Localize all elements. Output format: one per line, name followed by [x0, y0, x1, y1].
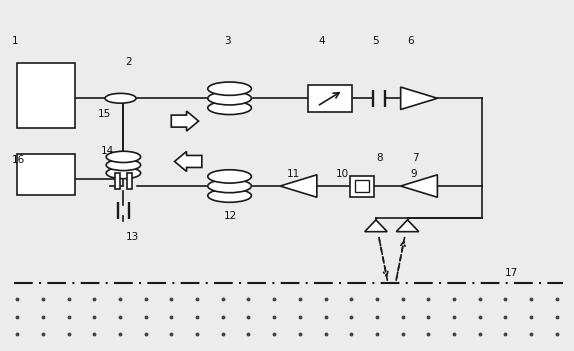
- Bar: [127, 173, 132, 189]
- Text: 14: 14: [100, 146, 114, 156]
- Ellipse shape: [208, 189, 251, 202]
- Ellipse shape: [106, 159, 141, 171]
- Ellipse shape: [208, 101, 251, 114]
- Polygon shape: [364, 220, 387, 232]
- Text: 12: 12: [224, 211, 237, 221]
- Bar: [355, 180, 369, 192]
- Ellipse shape: [208, 82, 251, 95]
- Text: 5: 5: [372, 36, 379, 46]
- Text: 13: 13: [126, 232, 139, 242]
- Ellipse shape: [106, 151, 141, 163]
- Text: 1: 1: [11, 36, 18, 46]
- Polygon shape: [171, 111, 199, 131]
- Polygon shape: [396, 220, 419, 232]
- Ellipse shape: [208, 92, 251, 105]
- Text: 11: 11: [287, 169, 300, 179]
- Text: 7: 7: [412, 153, 419, 163]
- Text: 16: 16: [11, 155, 25, 165]
- Text: 8: 8: [376, 153, 383, 163]
- Bar: [115, 173, 120, 189]
- Polygon shape: [401, 87, 437, 110]
- Polygon shape: [280, 175, 317, 197]
- Bar: [350, 176, 374, 197]
- Ellipse shape: [106, 167, 141, 179]
- Polygon shape: [174, 152, 202, 171]
- Ellipse shape: [105, 93, 136, 103]
- Bar: [17, 63, 75, 128]
- Text: 17: 17: [505, 268, 518, 278]
- Ellipse shape: [208, 170, 251, 183]
- Text: 9: 9: [410, 169, 417, 179]
- Bar: [308, 85, 352, 112]
- Bar: [17, 154, 75, 195]
- Text: 15: 15: [98, 110, 111, 119]
- Text: 6: 6: [408, 36, 414, 46]
- Text: 10: 10: [336, 169, 349, 179]
- Polygon shape: [401, 175, 437, 197]
- Text: 3: 3: [224, 36, 231, 46]
- Text: 2: 2: [125, 57, 132, 67]
- Ellipse shape: [208, 179, 251, 193]
- Text: 4: 4: [319, 36, 325, 46]
